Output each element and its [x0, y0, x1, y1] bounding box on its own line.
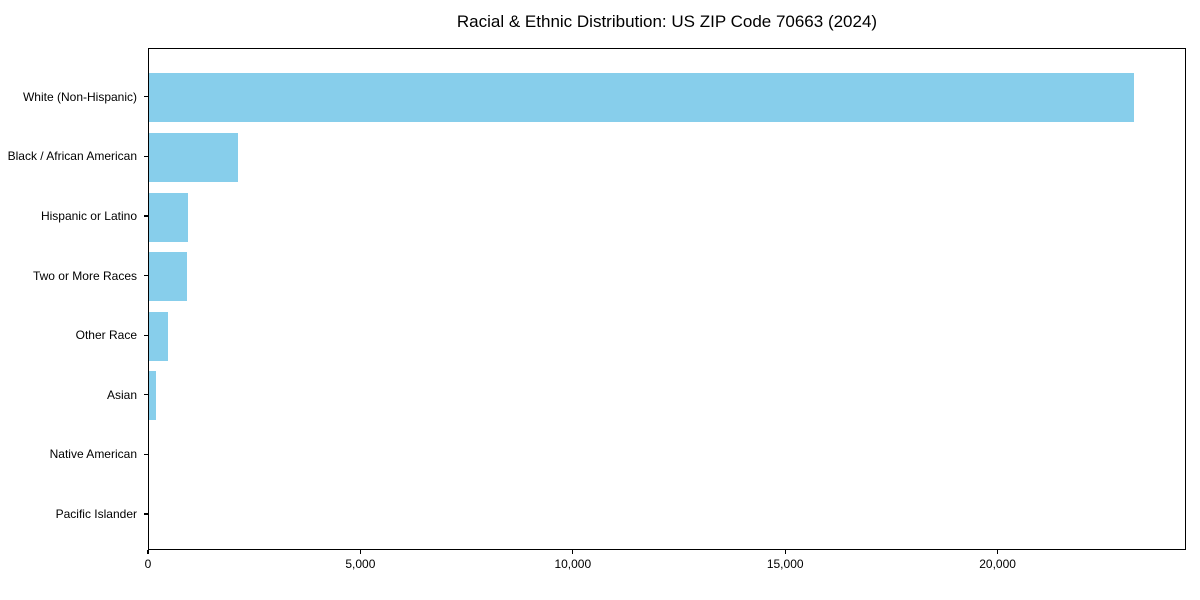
- y-tick-mark: [144, 96, 148, 98]
- y-tick-mark: [144, 453, 148, 456]
- bar-asian: [149, 371, 156, 421]
- y-tick-label: Asian: [106, 387, 137, 402]
- y-tick-label: Black / African American: [7, 149, 137, 164]
- x-tick-mark: [147, 550, 149, 554]
- y-tick-mark: [144, 334, 148, 336]
- x-tick-label: 0: [144, 557, 152, 571]
- x-tick-label: 20,000: [979, 557, 1016, 571]
- bar-two-or-more-races: [149, 252, 187, 302]
- bar-black-african-american: [149, 132, 239, 182]
- x-tick-label: 5,000: [345, 557, 376, 571]
- plot-area: [148, 48, 1186, 550]
- bar-hispanic-or-latino: [149, 192, 189, 242]
- y-tick-mark: [144, 215, 148, 217]
- bar-other-race: [149, 311, 169, 361]
- y-tick-label: Native American: [49, 447, 137, 462]
- y-tick-label: Other Race: [75, 328, 137, 343]
- y-tick-label: Pacific Islander: [55, 507, 137, 521]
- x-tick-label: 10,000: [554, 557, 592, 571]
- x-tick-mark: [996, 550, 999, 554]
- chart-title: Racial & Ethnic Distribution: US ZIP Cod…: [456, 12, 878, 31]
- x-tick-mark: [572, 550, 574, 554]
- x-tick-mark: [784, 550, 786, 554]
- y-tick-mark: [144, 513, 148, 515]
- x-tick-mark: [359, 550, 362, 554]
- y-tick-label: Hispanic or Latino: [40, 209, 137, 223]
- y-tick-mark: [144, 274, 148, 277]
- y-tick-mark: [144, 155, 148, 158]
- y-tick-label: White (Non-Hispanic): [22, 89, 137, 104]
- y-tick-label: Two or More Races: [32, 268, 137, 283]
- bar-white-non-hispanic: [149, 73, 1135, 123]
- y-tick-mark: [144, 394, 148, 396]
- x-tick-label: 15,000: [766, 557, 804, 571]
